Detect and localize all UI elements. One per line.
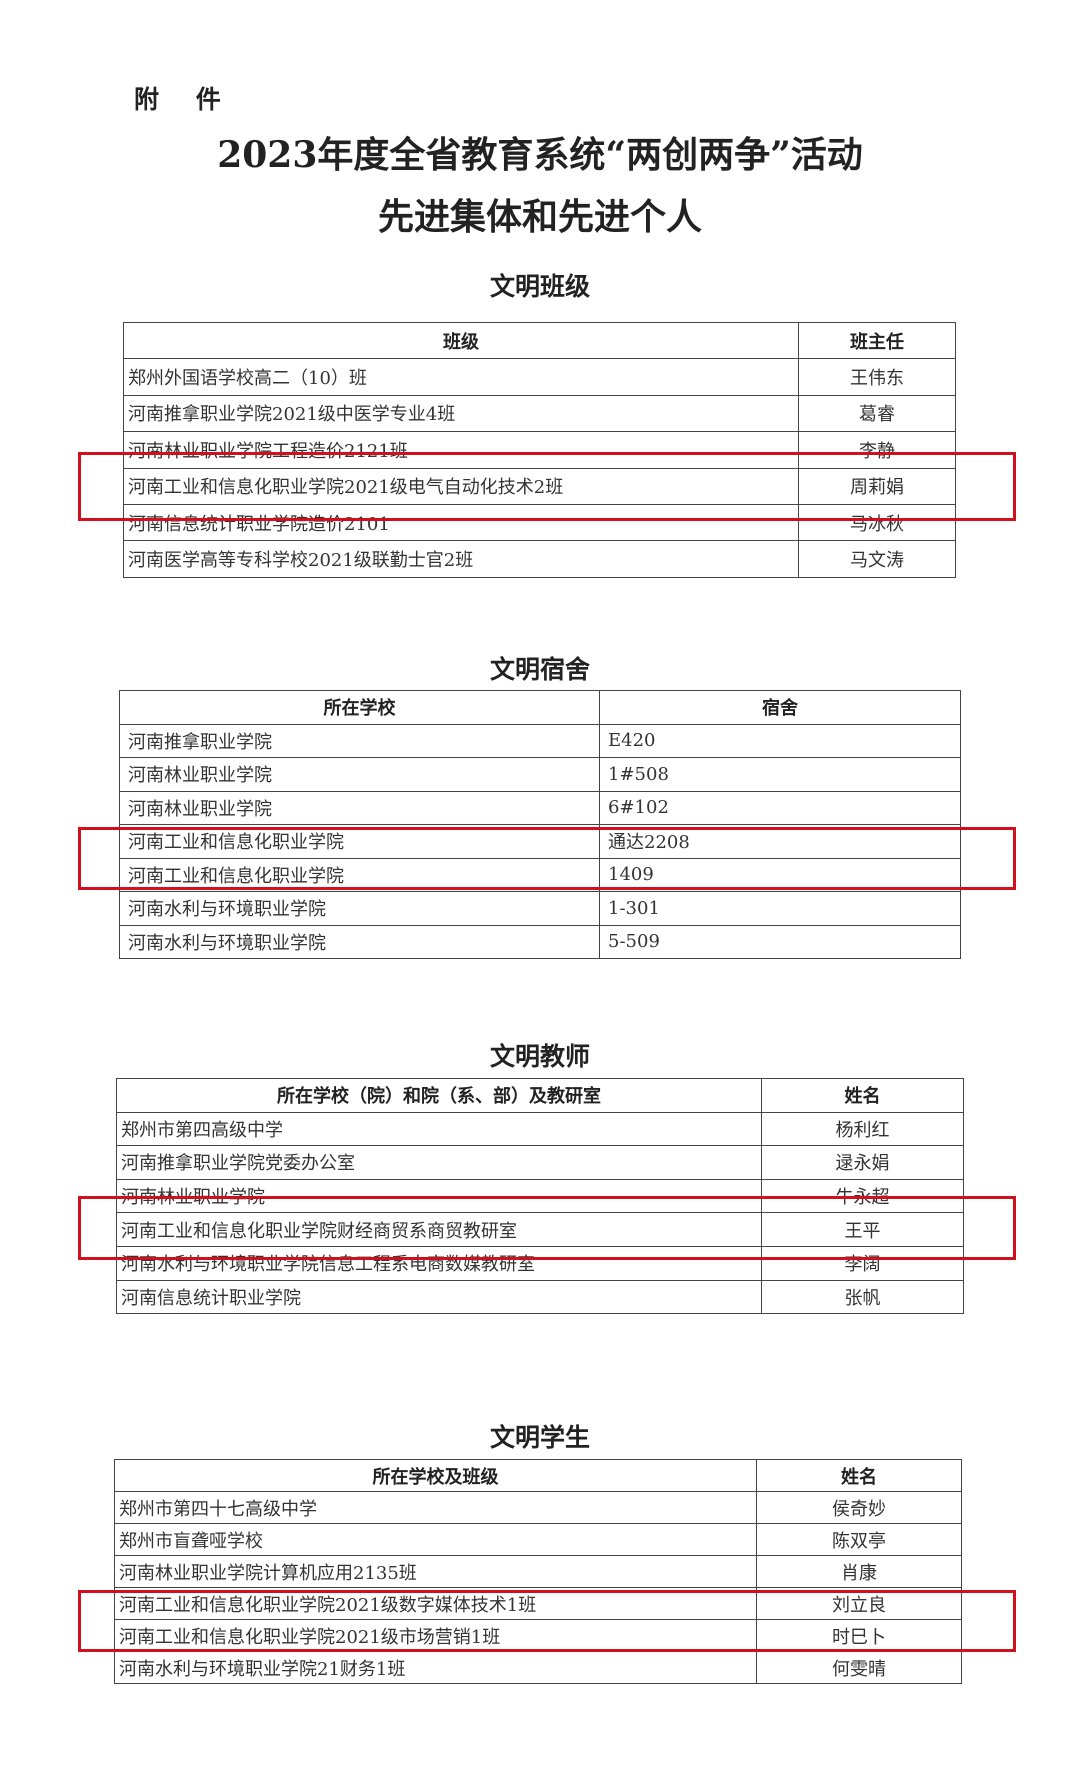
- table-row: 河南林业职业学院计算机应用2135班 肖康: [114, 1555, 962, 1588]
- cell-name: 陈双亭: [756, 1523, 962, 1556]
- table-row: 郑州市第四高级中学 杨利红: [116, 1111, 964, 1147]
- cell-unit: 河南水利与环境职业学院21财务1班: [114, 1651, 757, 1684]
- highlight-box: [78, 827, 1016, 890]
- cell-name: 侯奇妙: [756, 1491, 962, 1524]
- cell-unit: 河南医学高等专科学校2021级联勤士官2班: [123, 540, 799, 578]
- cell-unit: 河南推拿职业学院: [119, 723, 600, 758]
- civilized-teacher-table: 所在学校（院）和院（系、部）及教研室 姓名 郑州市第四高级中学 杨利红 河南推拿职业学院…: [116, 1078, 964, 1315]
- document-title-line2: 先进集体和先进个人: [377, 196, 702, 238]
- column-header: 所在学校（院）和院（系、部）及教研室: [116, 1078, 762, 1113]
- table-row: 河南推拿职业学院 E420: [119, 723, 961, 758]
- cell-name: 1-301: [599, 891, 961, 926]
- cell-name: 王平: [761, 1212, 964, 1247]
- table-row: 郑州外国语学校高二（10）班 王伟东: [123, 358, 956, 396]
- highlight-box: [78, 1196, 1016, 1260]
- civilized-class-table: 班级 班主任 郑州外国语学校高二（10）班 王伟东 河南推拿职业学院2021级中医学专业…: [123, 321, 956, 578]
- cell-name: 杨利红: [761, 1111, 964, 1147]
- cell-name: 葛睿: [798, 394, 956, 433]
- column-header: 所在学校: [119, 690, 600, 725]
- column-header: 班主任: [798, 321, 956, 360]
- table-row: 河南林业职业学院 6#102: [119, 790, 961, 825]
- table-row: 河南推拿职业学院党委办公室 逯永娟: [116, 1145, 964, 1180]
- cell-unit: 河南林业职业学院: [119, 757, 600, 792]
- table-row: 河南林业职业学院 1#508: [119, 757, 961, 792]
- cell-name: 1#508: [599, 757, 961, 792]
- column-header: 姓名: [756, 1459, 962, 1492]
- cell-name: 何雯晴: [756, 1651, 962, 1684]
- cell-unit: 河南信息统计职业学院: [116, 1279, 762, 1315]
- column-header: 姓名: [761, 1078, 964, 1113]
- table-row: 河南工业和信息化职业学院 通达2208: [119, 824, 961, 859]
- table-row: 河南工业和信息化职业学院财经商贸系商贸教研室 王平: [116, 1212, 964, 1247]
- cell-unit: 河南工业和信息化职业学院: [119, 857, 600, 892]
- column-header: 宿舍: [599, 690, 961, 725]
- cell-name: 马文涛: [798, 540, 956, 578]
- cell-name: 6#102: [599, 790, 961, 825]
- table-row: 河南水利与环境职业学院 5-509: [119, 924, 961, 959]
- table-row: 河南水利与环境职业学院 1-301: [119, 891, 961, 926]
- cell-unit: 河南林业职业学院: [119, 790, 600, 825]
- section-title-civilized-student: 文明学生: [489, 1423, 590, 1452]
- highlight-box: [78, 452, 1016, 521]
- header-row: 所在学校及班级 姓名: [114, 1459, 962, 1492]
- document-title-line1: 2023年度全省教育系统“两创两争”活动: [217, 134, 863, 176]
- table-row: 河南推拿职业学院2021级中医学专业4班 葛睿: [123, 394, 956, 433]
- cell-unit: 河南水利与环境职业学院: [119, 891, 600, 926]
- table-row: 河南医学高等专科学校2021级联勤士官2班 马文涛: [123, 540, 956, 578]
- cell-name: 5-509: [599, 924, 961, 959]
- table-row: 河南林业职业学院工程造价2121班 李静: [123, 431, 956, 469]
- cell-name: 周莉娟: [798, 467, 956, 505]
- column-header: 班级: [123, 321, 799, 360]
- section-title-civilized-teacher: 文明教师: [489, 1042, 590, 1071]
- cell-unit: 郑州市盲聋哑学校: [114, 1523, 757, 1556]
- table-row: 河南工业和信息化职业学院2021级电气自动化技术2班 周莉娟: [123, 467, 956, 505]
- cell-name: 王伟东: [798, 358, 956, 396]
- cell-name: 1409: [599, 857, 961, 892]
- cell-name: 时巳卜: [756, 1619, 962, 1652]
- cell-unit: 郑州外国语学校高二（10）班: [123, 358, 799, 396]
- cell-unit: 河南水利与环境职业学院: [119, 924, 600, 959]
- header-row: 所在学校 宿舍: [119, 690, 961, 725]
- attachment-label: 附 件: [134, 85, 235, 114]
- cell-unit: 河南林业职业学院计算机应用2135班: [114, 1555, 757, 1588]
- cell-name: E420: [599, 723, 961, 758]
- highlight-box: [78, 1590, 1016, 1652]
- section-title-civilized-dorm: 文明宿舍: [489, 655, 590, 684]
- cell-unit: 郑州市第四十七高级中学: [114, 1491, 757, 1524]
- cell-name: 肖康: [756, 1555, 962, 1588]
- table-row: 河南工业和信息化职业学院 1409: [119, 857, 961, 892]
- table-row: 郑州市第四十七高级中学 侯奇妙: [114, 1491, 962, 1524]
- cell-unit: 河南推拿职业学院党委办公室: [116, 1145, 762, 1180]
- section-title-civilized-class: 文明班级: [489, 272, 590, 301]
- civilized-student-table: 所在学校及班级 姓名 郑州市第四十七高级中学 侯奇妙 郑州市盲聋哑学校 陈双亭 河南林业职业…: [114, 1459, 962, 1684]
- table-row: 郑州市盲聋哑学校 陈双亭: [114, 1523, 962, 1556]
- cell-name: 逯永娟: [761, 1145, 964, 1180]
- civilized-dorm-table: 所在学校 宿舍 河南推拿职业学院 E420 河南林业职业学院 1#508 河南林业职业学院 6…: [119, 690, 961, 959]
- table-row: 河南水利与环境职业学院21财务1班 何雯晴: [114, 1651, 962, 1684]
- cell-unit: 河南林业职业学院工程造价2121班: [123, 431, 799, 469]
- cell-name: 李静: [798, 431, 956, 469]
- cell-unit: 河南推拿职业学院2021级中医学专业4班: [123, 394, 799, 433]
- table-row: 河南信息统计职业学院 张帆: [116, 1279, 964, 1315]
- column-header: 所在学校及班级: [114, 1459, 757, 1492]
- header-row: 所在学校（院）和院（系、部）及教研室 姓名: [116, 1078, 964, 1113]
- cell-unit: 郑州市第四高级中学: [116, 1111, 762, 1147]
- header-row: 班级 班主任: [123, 321, 956, 360]
- cell-name: 张帆: [761, 1279, 964, 1315]
